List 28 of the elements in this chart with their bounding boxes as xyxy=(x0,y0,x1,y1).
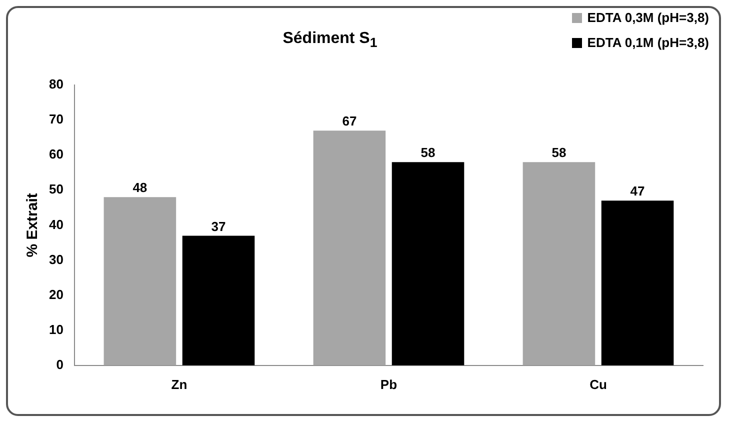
y-tick-label: 40 xyxy=(48,216,64,232)
data-label: 58 xyxy=(420,145,436,160)
y-tick-label: 80 xyxy=(48,76,64,92)
y-tick-label: 60 xyxy=(48,146,64,162)
y-tick-label: 30 xyxy=(48,252,64,267)
bar xyxy=(104,197,176,366)
bar xyxy=(313,130,386,366)
y-tick-label: 70 xyxy=(48,112,64,127)
bar xyxy=(601,200,674,366)
y-tick-label: 0 xyxy=(56,356,64,372)
legend-label: EDTA 0,1M (pH=3,8) xyxy=(587,35,709,50)
bar xyxy=(392,162,464,366)
data-label: 58 xyxy=(552,145,566,160)
y-tick-label: 20 xyxy=(48,286,64,302)
data-label: 48 xyxy=(132,180,148,196)
x-tick-label: Pb xyxy=(380,376,398,392)
y-tick-label: 50 xyxy=(48,182,64,197)
bar xyxy=(522,162,596,366)
y-tick-label: 10 xyxy=(48,322,64,337)
x-tick-label: Cu xyxy=(590,376,607,392)
data-label: 47 xyxy=(630,184,645,199)
x-tick-label: Zn xyxy=(171,376,188,392)
legend-label: EDTA 0,3M (pH=3,8) xyxy=(587,10,709,25)
chart-title: Sédiment S$_{1}$ xyxy=(282,30,378,50)
bar xyxy=(182,236,255,366)
y-axis-title: % Extrait xyxy=(24,193,42,258)
data-label: 37 xyxy=(211,218,226,234)
data-label: 67 xyxy=(342,114,357,129)
